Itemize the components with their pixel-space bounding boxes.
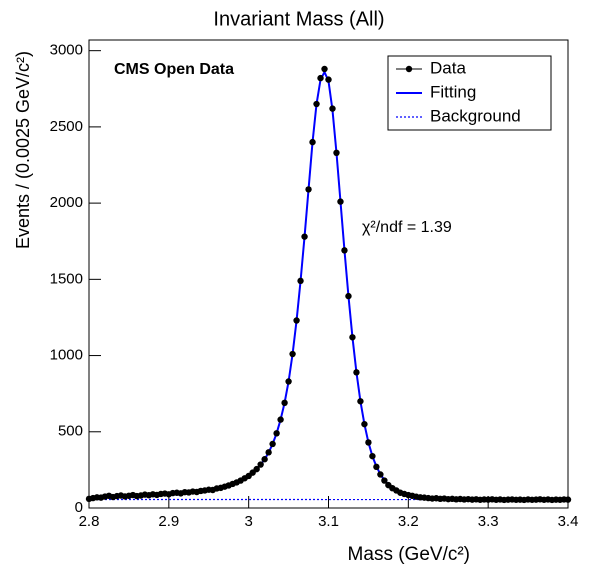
data-point [333, 149, 340, 157]
data-point [377, 471, 384, 478]
data-point [349, 334, 356, 341]
data-point [273, 430, 280, 437]
annotation: CMS Open Data [114, 61, 234, 78]
data-point [253, 465, 260, 473]
y-axis-label: Events / (0.0025 GeV/c²) [13, 51, 33, 249]
data-point [285, 378, 292, 385]
data-point [345, 292, 352, 300]
x-tick-label: 3.3 [478, 513, 499, 530]
data-point [257, 461, 264, 468]
x-tick-label: 3.2 [398, 513, 419, 530]
y-tick-label: 1000 [50, 347, 83, 364]
data-point [337, 198, 344, 205]
x-tick-label: 2.8 [79, 513, 100, 530]
data-point [297, 277, 304, 285]
data-point [564, 496, 572, 503]
data-point [277, 416, 284, 423]
data-point [293, 317, 300, 324]
data-point [369, 452, 376, 460]
data-point [281, 399, 288, 407]
y-tick-label: 0 [75, 499, 83, 516]
x-tick-label: 3.1 [318, 513, 339, 530]
x-tick-label: 2.9 [158, 513, 179, 530]
data-point [261, 456, 268, 463]
data-point [325, 76, 332, 83]
x-tick-label: 3 [244, 513, 252, 530]
annotation: χ²/ndf = 1.39 [362, 219, 452, 236]
data-point [317, 74, 324, 82]
x-tick-label: 3.4 [558, 513, 579, 530]
data-point [289, 350, 296, 358]
legend-label: Background [430, 106, 521, 125]
data-point [381, 477, 388, 484]
data-point [313, 100, 320, 108]
legend-label: Fitting [430, 82, 476, 101]
data-point [321, 65, 328, 73]
data-point [265, 449, 272, 456]
legend-label: Data [430, 58, 466, 77]
data-point [269, 440, 276, 448]
y-tick-label: 2500 [50, 118, 83, 135]
data-point [361, 420, 368, 428]
data-point [373, 463, 380, 471]
x-axis-label: Mass (GeV/c²) [348, 544, 470, 565]
data-point [329, 105, 336, 112]
data-point [305, 186, 312, 193]
chart-title: Invariant Mass (All) [213, 8, 384, 30]
data-point [341, 247, 348, 254]
y-tick-label: 1500 [50, 270, 83, 287]
y-tick-label: 2000 [50, 194, 83, 211]
data-point [365, 439, 372, 446]
y-tick-label: 3000 [50, 42, 83, 59]
data-point [301, 233, 308, 240]
data-point [309, 138, 316, 146]
data-point [353, 369, 360, 376]
y-tick-label: 500 [58, 423, 83, 440]
data-point [357, 398, 364, 405]
legend-swatch [405, 65, 413, 73]
